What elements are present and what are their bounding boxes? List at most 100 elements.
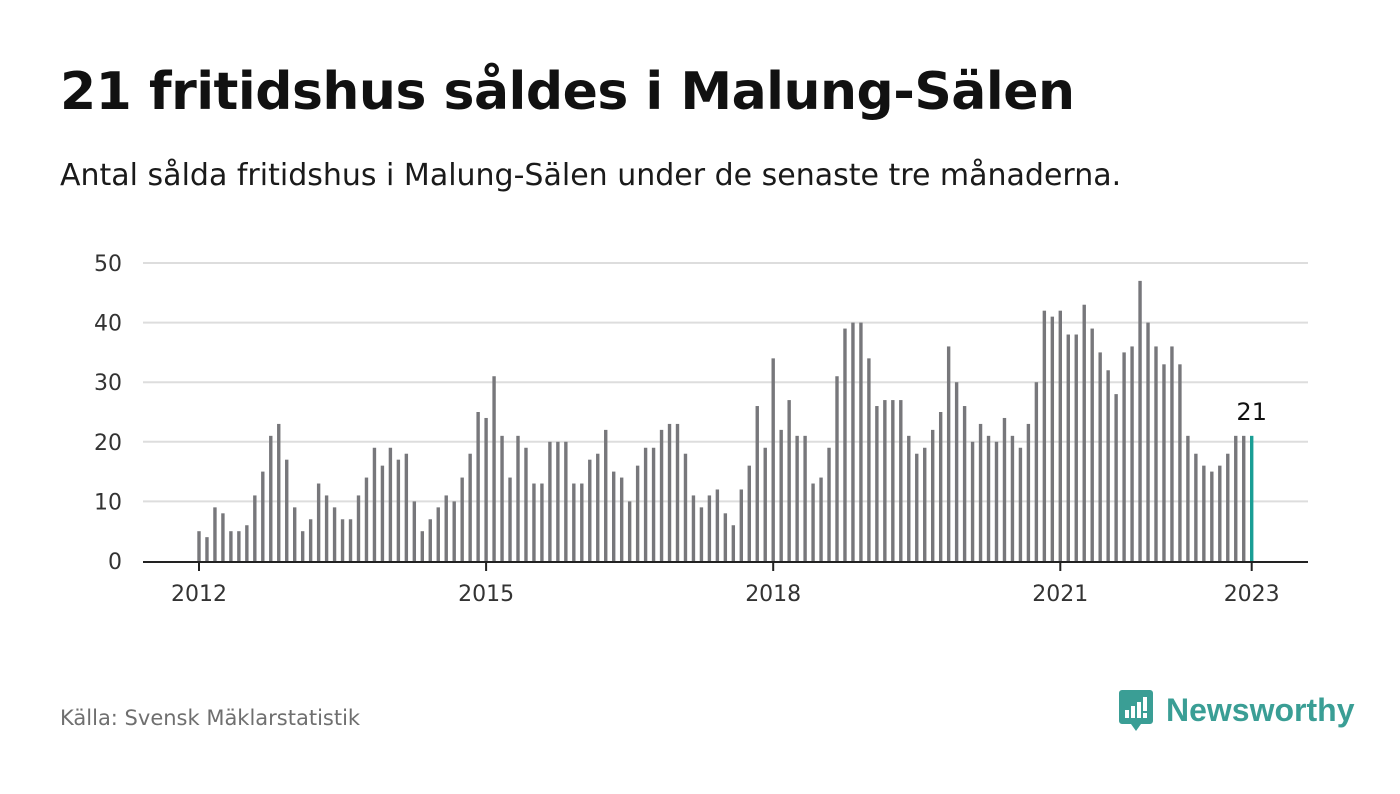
y-tick-label: 30: [94, 371, 122, 396]
bar: [891, 400, 895, 561]
bar: [332, 507, 337, 561]
bar: [1090, 328, 1094, 561]
bar: [1106, 370, 1110, 561]
bar: [612, 471, 616, 561]
brand-name: Newsworthy: [1166, 691, 1355, 728]
bar: [1194, 453, 1198, 561]
bar-chart: 0 10 20 30 40 50 2012 2015 2018 2021 2023 21: [94, 252, 1308, 607]
bar: [931, 429, 935, 561]
bar: [923, 447, 927, 561]
bar: [1218, 465, 1222, 561]
bar: [1042, 310, 1047, 561]
bar: [723, 513, 728, 561]
bar: [970, 441, 975, 561]
bar: [452, 501, 456, 561]
bar: [604, 429, 608, 561]
bar: [468, 453, 472, 561]
bar: [779, 429, 783, 561]
bar: [1154, 346, 1158, 561]
bar: [205, 537, 209, 561]
bar: [787, 400, 791, 561]
bar: [899, 400, 903, 561]
bar: [1050, 316, 1055, 561]
bar: [835, 376, 839, 561]
bar: [213, 507, 217, 561]
bar: [1202, 465, 1206, 561]
bar: [412, 501, 417, 561]
bar: [380, 465, 385, 561]
bar: [340, 519, 345, 561]
bar: [867, 358, 871, 561]
bar: [811, 483, 815, 561]
bar: [572, 483, 576, 561]
bar: [938, 412, 943, 561]
bar: [308, 519, 313, 561]
bar: [1138, 280, 1142, 561]
y-tick-label: 20: [94, 431, 122, 456]
grid-lines: [143, 262, 1308, 503]
bar: [396, 459, 401, 561]
bar: [803, 435, 807, 561]
bar: [1002, 417, 1007, 561]
bar: [691, 495, 696, 561]
bar: [715, 489, 720, 561]
bar: [994, 441, 999, 561]
y-tick-label: 0: [108, 550, 122, 575]
bar: [356, 495, 361, 561]
bar: [859, 322, 863, 561]
bar: [819, 477, 823, 561]
bar: [907, 435, 911, 561]
bar: [795, 435, 799, 561]
bar: [771, 358, 775, 561]
bar: [1170, 346, 1174, 561]
bar: [197, 531, 201, 561]
bar: [372, 447, 377, 561]
bar: [1130, 346, 1134, 561]
bar: [269, 435, 273, 561]
bar: [667, 423, 672, 561]
bar: [962, 406, 967, 561]
bar: [588, 459, 592, 561]
bar: [707, 495, 712, 561]
y-tick-label: 40: [94, 312, 122, 337]
bar: [484, 417, 488, 561]
bar: [986, 435, 991, 561]
bar: [1234, 435, 1238, 561]
bar: [532, 483, 536, 561]
last-value-label: 21: [1236, 398, 1267, 426]
bar: [237, 531, 241, 561]
brand-logo[interactable]: Newsworthy: [1118, 688, 1354, 732]
bar: [580, 483, 584, 561]
bar: [675, 423, 680, 561]
bar: [1122, 352, 1126, 561]
bar: [946, 346, 951, 561]
chart-title: 21 fritidshus såldes i Malung-Sälen: [60, 62, 1075, 122]
bar: [508, 477, 512, 561]
x-tick-label: 2012: [171, 582, 227, 607]
bar: [524, 447, 528, 561]
bar: [1082, 304, 1086, 561]
bar: [492, 376, 496, 561]
bar: [1066, 334, 1070, 561]
bar: [221, 513, 225, 561]
bar: [596, 453, 600, 561]
bar: [763, 447, 767, 561]
bar: [300, 531, 305, 561]
bar: [364, 477, 369, 561]
bar: [293, 507, 297, 561]
bar: [229, 531, 233, 561]
bar: [635, 465, 640, 561]
y-tick-label: 50: [94, 252, 122, 277]
bar: [420, 531, 424, 561]
bar: [316, 483, 321, 561]
bar: [1034, 382, 1039, 561]
bar: [1146, 322, 1150, 561]
bar: [436, 507, 440, 561]
bar: [619, 477, 624, 561]
bar: [954, 382, 959, 561]
bar: [1098, 352, 1102, 561]
y-tick-label: 10: [94, 490, 122, 515]
bar: [1058, 310, 1062, 561]
bar: [428, 519, 432, 561]
bar-chart-speech-bubble-icon: [1119, 690, 1153, 731]
